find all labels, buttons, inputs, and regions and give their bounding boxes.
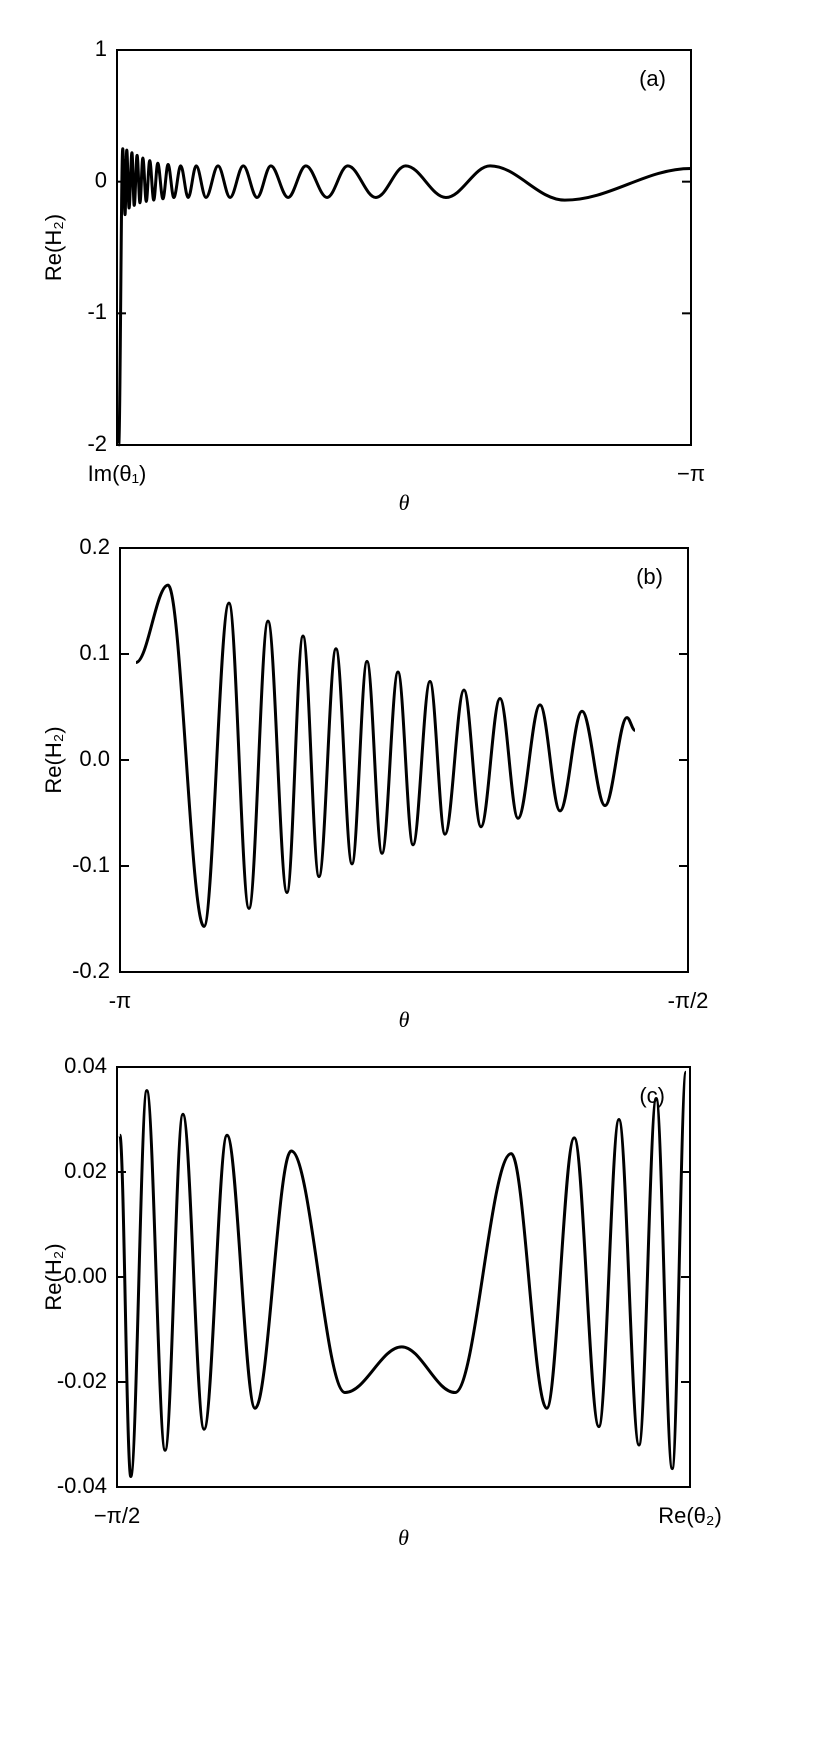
y-tick-label: -0.02 <box>57 1368 107 1393</box>
curve <box>117 147 692 447</box>
panel-label: (b) <box>636 564 663 589</box>
x-axis-label: θ <box>399 490 410 515</box>
y-tick-label: -0.2 <box>72 958 110 983</box>
x-tick-label: Im(θ₁) <box>88 461 147 486</box>
x-tick-label: Re(θ₂) <box>658 1503 722 1528</box>
y-tick-label: -2 <box>87 431 107 456</box>
y-tick-label: 0.04 <box>64 1053 107 1078</box>
y-tick-label: -0.1 <box>72 852 110 877</box>
x-axis-label: θ <box>398 1525 409 1550</box>
x-tick-label: −π/2 <box>94 1503 140 1528</box>
panel-label: (c) <box>639 1083 665 1108</box>
y-tick-label: 0.00 <box>64 1263 107 1288</box>
plot-frame <box>116 49 692 446</box>
curve <box>135 583 636 928</box>
y-tick-label: 1 <box>95 36 107 61</box>
x-axis-label: θ <box>399 1007 410 1032</box>
x-tick-label: −π <box>677 461 705 486</box>
y-axis-label: Re(H₂) <box>41 726 66 793</box>
x-tick-label: -π/2 <box>668 988 709 1013</box>
curve <box>118 1070 688 1478</box>
x-tick-label: -π <box>109 988 132 1013</box>
plot-frame <box>119 547 689 973</box>
panel-label: (a) <box>639 66 666 91</box>
y-tick-label: -1 <box>87 299 107 324</box>
y-tick-label: 0 <box>95 167 107 192</box>
y-tick-label: 0.1 <box>79 640 110 665</box>
y-tick-label: 0.0 <box>79 746 110 771</box>
y-tick-label: 0.02 <box>64 1158 107 1183</box>
y-tick-label: 0.2 <box>79 534 110 559</box>
y-axis-label: Re(H₂) <box>41 214 66 281</box>
y-tick-label: -0.04 <box>57 1473 107 1498</box>
y-axis-label: Re(H₂) <box>41 1243 66 1310</box>
